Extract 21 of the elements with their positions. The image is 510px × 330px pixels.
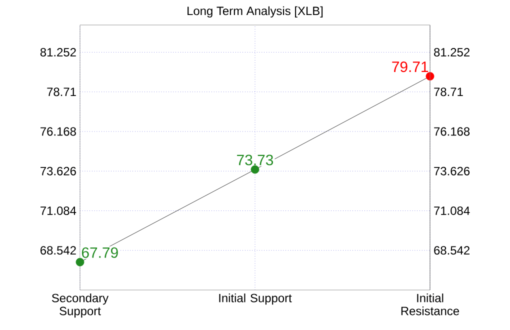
data-label: 67.79: [82, 247, 118, 258]
x-tick-label: Initial Resistance: [401, 294, 460, 316]
point: [76, 258, 84, 266]
data-label: 79.71: [392, 62, 428, 72]
y2-tick-label: 71.084: [434, 206, 470, 215]
data-label: 73.73: [237, 154, 274, 166]
y-tick-label: 71.084: [40, 206, 76, 215]
y2-tick-label: 68.542: [434, 246, 470, 255]
x-tick-label: Secondary Support: [52, 294, 109, 318]
y-tick-label: 68.542: [40, 246, 76, 255]
y-tick-label: 81.252: [40, 48, 76, 56]
y2-tick-label: 78.71: [434, 88, 463, 96]
chart-title: Long Term Analysis [XLB]: [188, 6, 323, 18]
y2-tick-label: 73.626: [434, 166, 470, 176]
y2-tick-label: 76.168: [434, 127, 470, 136]
point: [250, 165, 260, 174]
x-tick-label: Initial Support: [219, 294, 292, 305]
y2-tick-label: 81.252: [434, 48, 470, 56]
y-tick-label: 78.71: [47, 88, 76, 96]
y-tick-label: 76.168: [40, 127, 76, 136]
y-tick-label: 73.626: [40, 166, 76, 176]
